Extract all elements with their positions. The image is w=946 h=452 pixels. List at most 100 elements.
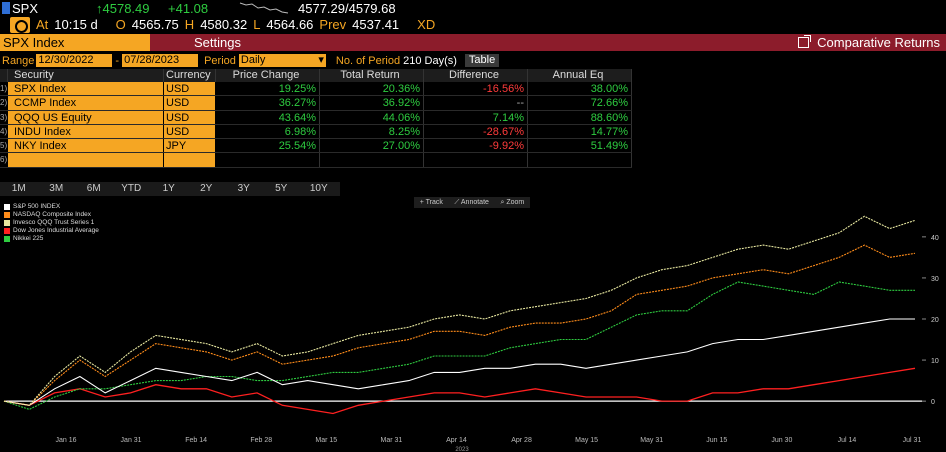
row-price-change: 6.98% bbox=[216, 124, 320, 139]
row-total-return bbox=[320, 153, 424, 167]
row-security[interactable] bbox=[8, 153, 164, 167]
row-difference: 7.14% bbox=[424, 110, 528, 124]
row-price-change bbox=[216, 153, 320, 167]
row-security[interactable]: QQQ US Equity bbox=[8, 110, 164, 124]
series-line-ccmp[interactable] bbox=[3, 244, 916, 406]
series-line-spx[interactable] bbox=[3, 318, 915, 406]
row-price-change: 43.64% bbox=[216, 110, 320, 124]
table-body: 1) SPX Index USD 19.25% 20.36% -16.56% 38.00% 2… bbox=[0, 82, 632, 168]
period-button-5y[interactable]: 5Y bbox=[275, 183, 288, 194]
series-line-nky[interactable] bbox=[3, 281, 915, 410]
row-security[interactable]: NKY Index bbox=[8, 139, 164, 153]
chevron-down-icon: ▾ bbox=[318, 54, 324, 66]
row-currency[interactable]: USD bbox=[164, 82, 216, 96]
table-row[interactable]: 1) SPX Index USD 19.25% 20.36% -16.56% 38.00% bbox=[0, 82, 632, 97]
row-number: 5) bbox=[0, 141, 8, 151]
row-security[interactable]: SPX Index bbox=[8, 82, 164, 96]
realtime-icon[interactable] bbox=[10, 16, 30, 33]
legend-item[interactable]: Dow Jones Industrial Average bbox=[4, 227, 99, 235]
row-currency[interactable]: USD bbox=[164, 110, 216, 124]
tool-track[interactable]: + Track bbox=[420, 199, 443, 206]
table-header: Security Currency Price Change Total Ret… bbox=[0, 69, 632, 82]
prev-label: Prev bbox=[319, 17, 347, 32]
period-value: Daily bbox=[240, 54, 266, 66]
header-currency[interactable]: Currency bbox=[164, 69, 216, 82]
security-input[interactable]: SPX Index bbox=[0, 34, 150, 51]
row-difference bbox=[424, 153, 528, 167]
row-price-change: 25.54% bbox=[216, 139, 320, 153]
table-button[interactable]: Table bbox=[464, 54, 500, 67]
legend-item[interactable]: Nikkei 225 bbox=[4, 235, 99, 243]
period-button-6m[interactable]: 6M bbox=[86, 183, 101, 194]
legend-label: S&P 500 INDEX bbox=[13, 203, 61, 210]
period-select[interactable]: Daily ▾ bbox=[238, 54, 326, 67]
settings-button[interactable]: Settings bbox=[194, 35, 241, 50]
row-currency[interactable]: USD bbox=[164, 96, 216, 110]
legend-label: Nikkei 225 bbox=[13, 235, 44, 242]
header-total-return[interactable]: Total Return bbox=[320, 69, 424, 82]
range-dash: - bbox=[115, 54, 120, 67]
returns-table: Security Currency Price Change Total Ret… bbox=[0, 69, 632, 168]
row-currency[interactable]: JPY bbox=[164, 139, 216, 153]
row-difference: -9.92% bbox=[424, 139, 528, 153]
table-row[interactable]: 5) NKY Index JPY 25.54% 27.00% -9.92% 51.49% bbox=[0, 139, 632, 154]
period-button-1y[interactable]: 1Y bbox=[162, 183, 175, 194]
legend-swatch bbox=[4, 228, 10, 234]
row-difference: -16.56% bbox=[424, 82, 528, 96]
legend-swatch bbox=[4, 212, 10, 218]
chart-svg[interactable]: 0 10 20 30 40 Jan 16 Jan 31 Feb 14 Feb 28 Mar 15 M… bbox=[0, 196, 946, 452]
period-button-ytd[interactable]: YTD bbox=[121, 183, 142, 194]
series-line-qqq[interactable] bbox=[3, 215, 916, 406]
x-tick-label: Jul 14 bbox=[838, 437, 857, 444]
tool-zoom[interactable]: ⌕ Zoom bbox=[500, 199, 524, 207]
tool-label: Track bbox=[425, 199, 443, 206]
row-currency[interactable] bbox=[164, 153, 216, 167]
period-button-2y[interactable]: 2Y bbox=[200, 183, 213, 194]
end-date-input[interactable]: 07/28/2023 bbox=[122, 54, 199, 67]
row-price-change: 36.27% bbox=[216, 96, 320, 110]
row-security[interactable]: CCMP Index bbox=[8, 96, 164, 110]
table-row[interactable]: 6) bbox=[0, 153, 632, 168]
legend-item[interactable]: S&P 500 INDEX bbox=[4, 203, 99, 211]
header-security[interactable]: Security bbox=[8, 69, 164, 82]
legend-swatch bbox=[4, 220, 10, 226]
period-button-3m[interactable]: 3M bbox=[49, 183, 64, 194]
row-number: 6) bbox=[0, 155, 8, 165]
legend-item[interactable]: Invesco QQQ Trust Series 1 bbox=[4, 219, 99, 227]
range-controls: Range 12/30/2022 - 07/28/2023 Period Dai… bbox=[0, 53, 946, 68]
legend-label: Invesco QQQ Trust Series 1 bbox=[13, 219, 95, 226]
series-line-indu[interactable] bbox=[3, 367, 916, 415]
external-link-icon[interactable] bbox=[798, 35, 812, 48]
header-price-change[interactable]: Price Change bbox=[216, 69, 320, 82]
table-row[interactable]: 2) CCMP Index USD 36.27% 36.92% -- 72.66% bbox=[0, 96, 632, 111]
tool-annotate[interactable]: ⟋ Annotate bbox=[454, 199, 489, 207]
row-annual-eq: 72.66% bbox=[528, 96, 632, 110]
y-tick-label: 40 bbox=[931, 235, 939, 242]
row-security[interactable]: INDU Index bbox=[8, 124, 164, 139]
function-title-label: Comparative Returns bbox=[817, 35, 940, 50]
high-label: H bbox=[184, 17, 195, 32]
open-label: O bbox=[115, 17, 126, 32]
x-tick-label: Apr 14 bbox=[446, 437, 467, 444]
period-button-1m[interactable]: 1M bbox=[11, 183, 26, 194]
low-label: L bbox=[253, 17, 261, 32]
period-button-10y[interactable]: 10Y bbox=[309, 183, 328, 194]
table-row[interactable]: 3) QQQ US Equity USD 43.64% 44.06% 7.14% 88.60… bbox=[0, 110, 632, 125]
row-number: 3) bbox=[0, 112, 8, 122]
header-difference[interactable]: Difference bbox=[424, 69, 528, 82]
header-annual-eq[interactable]: Annual Eq bbox=[528, 69, 632, 82]
row-total-return: 20.36% bbox=[320, 82, 424, 96]
period-button-3y[interactable]: 3Y bbox=[237, 183, 250, 194]
sparkline-icon bbox=[239, 2, 289, 14]
function-title[interactable]: Comparative Returns bbox=[798, 34, 946, 51]
row-annual-eq bbox=[528, 153, 632, 167]
ticker-symbol[interactable]: SPX bbox=[12, 0, 39, 16]
comparative-chart[interactable]: 0 10 20 30 40 Jan 16 Jan 31 Feb 14 Feb 28 Mar 15 M… bbox=[0, 196, 946, 452]
start-date-input[interactable]: 12/30/2022 bbox=[36, 54, 113, 67]
header-num bbox=[0, 69, 8, 82]
legend-label: NASDAQ Composite Index bbox=[13, 211, 92, 218]
row-currency[interactable]: USD bbox=[164, 124, 216, 139]
x-tick-label: Jan 31 bbox=[121, 437, 142, 444]
table-row[interactable]: 4) INDU Index USD 6.98% 8.25% -28.67% 14.77% bbox=[0, 124, 632, 140]
legend-item[interactable]: NASDAQ Composite Index bbox=[4, 211, 99, 219]
